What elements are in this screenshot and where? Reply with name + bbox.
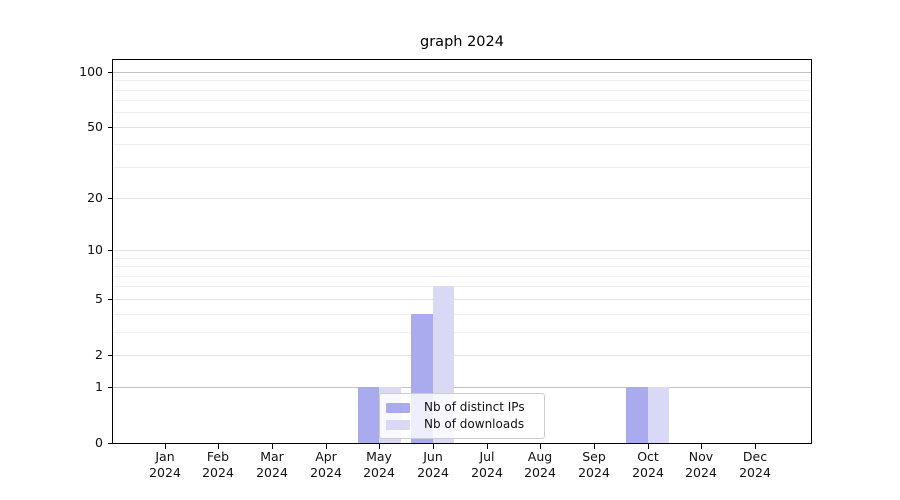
x-axis-label-year: 2024 (202, 465, 234, 480)
x-axis-label-year: 2024 (310, 465, 342, 480)
minor-gridline (113, 286, 811, 287)
x-axis-label-month: Sep (582, 449, 606, 464)
x-axis-label-year: 2024 (363, 465, 395, 480)
y-axis-tick (108, 72, 112, 73)
x-axis-label-month: Jul (479, 449, 495, 464)
x-axis-label: Aug 2024 (510, 449, 570, 481)
x-axis-label: Mar 2024 (242, 449, 302, 481)
x-axis-label-month: Jun (423, 449, 443, 464)
x-axis-label-year: 2024 (578, 465, 610, 480)
y-axis-label: 100 (79, 64, 103, 79)
y-axis-label: 0 (95, 435, 103, 450)
legend-swatch-downloads (386, 419, 410, 430)
y-axis-tick (108, 127, 112, 128)
y-axis-label: 20 (87, 190, 103, 205)
bar-distinct-ips (357, 387, 380, 443)
legend-item-downloads: Nb of downloads (386, 417, 536, 432)
minor-gridline (113, 258, 811, 259)
x-axis-tick (701, 444, 702, 449)
x-axis-tick (433, 444, 434, 449)
legend: Nb of distinct IPs Nb of downloads (379, 393, 545, 439)
x-axis-label: May 2024 (349, 449, 409, 481)
x-axis-tick (755, 444, 756, 449)
y-axis-tick (108, 355, 112, 356)
minor-gridline (113, 314, 811, 315)
minor-gridline (113, 80, 811, 81)
x-axis-label-year: 2024 (739, 465, 771, 480)
x-axis-tick (272, 444, 273, 449)
x-axis-label-month: May (366, 449, 392, 464)
x-axis-label: Dec 2024 (725, 449, 785, 481)
major-gridline (113, 387, 811, 388)
x-axis-tick (487, 444, 488, 449)
x-axis-label-month: Dec (742, 449, 768, 464)
gridline-layer (113, 60, 811, 443)
legend-label-distinct-ips: Nb of distinct IPs (424, 400, 525, 414)
x-axis-label: Nov 2024 (671, 449, 731, 481)
x-axis-label-year: 2024 (149, 465, 181, 480)
x-axis-label: Sep 2024 (564, 449, 624, 481)
bar-distinct-ips (626, 387, 648, 443)
minor-gridline (113, 266, 811, 267)
plot-area: Nb of distinct IPs Nb of downloads (112, 59, 812, 444)
x-axis-label: Jan 2024 (135, 449, 195, 481)
x-axis-label-year: 2024 (417, 465, 449, 480)
y-axis-tick (108, 387, 112, 388)
y-axis-label: 50 (87, 119, 103, 134)
y-axis-tick (108, 198, 112, 199)
legend-label-downloads: Nb of downloads (424, 417, 525, 431)
y-axis-tick (108, 250, 112, 251)
legend-item-distinct-ips: Nb of distinct IPs (386, 400, 536, 415)
x-axis-label: Apr 2024 (296, 449, 356, 481)
x-axis-tick (540, 444, 541, 449)
x-axis-label-month: Jan (155, 449, 175, 464)
x-axis-label-year: 2024 (471, 465, 503, 480)
minor-gridline (113, 332, 811, 333)
major-gridline (113, 127, 811, 128)
minor-gridline (113, 100, 811, 101)
x-axis-label: Feb 2024 (188, 449, 248, 481)
x-axis-label-year: 2024 (524, 465, 556, 480)
x-axis-tick (594, 444, 595, 449)
x-axis-tick (379, 444, 380, 449)
x-axis-label: Oct 2024 (618, 449, 678, 481)
y-axis-tick (108, 299, 112, 300)
minor-gridline (113, 90, 811, 91)
x-axis-label-year: 2024 (685, 465, 717, 480)
minor-gridline (113, 276, 811, 277)
y-axis-label: 1 (95, 379, 103, 394)
y-axis-tick (108, 443, 112, 444)
minor-gridline (113, 167, 811, 168)
bar-layer (113, 60, 811, 443)
x-axis-tick (648, 444, 649, 449)
x-axis-label-month: Mar (260, 449, 284, 464)
major-gridline (113, 299, 811, 300)
x-axis-label-month: Feb (206, 449, 230, 464)
major-gridline (113, 250, 811, 251)
minor-gridline (113, 144, 811, 145)
x-axis-tick (165, 444, 166, 449)
x-axis-label-month: Apr (315, 449, 337, 464)
y-axis-label: 2 (95, 347, 103, 362)
bar-downloads (647, 387, 670, 443)
x-axis-tick (326, 444, 327, 449)
x-axis-label: Jun 2024 (403, 449, 463, 481)
x-axis-label-month: Aug (527, 449, 553, 464)
x-axis-label-month: Nov (688, 449, 714, 464)
x-axis-label: Jul 2024 (457, 449, 517, 481)
legend-swatch-distinct-ips (386, 402, 410, 413)
chart-title: graph 2024 (420, 34, 504, 50)
major-gridline (113, 72, 811, 73)
y-axis-label: 10 (87, 242, 103, 257)
major-gridline (113, 355, 811, 356)
y-axis-label: 5 (95, 291, 103, 306)
x-axis-label-year: 2024 (632, 465, 664, 480)
x-axis-label-year: 2024 (256, 465, 288, 480)
x-axis-label-month: Oct (637, 449, 659, 464)
major-gridline (113, 198, 811, 199)
minor-gridline (113, 112, 811, 113)
x-axis-tick (218, 444, 219, 449)
